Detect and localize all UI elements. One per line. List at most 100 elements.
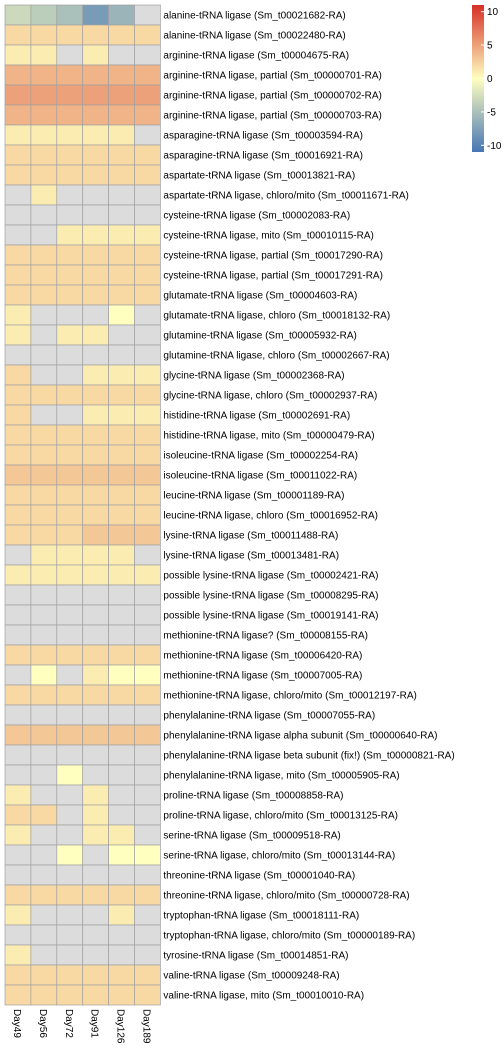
heatmap-cell xyxy=(56,984,84,1006)
heatmap-cell xyxy=(134,584,161,606)
heatmap-cell xyxy=(82,104,109,126)
heatmap-cell xyxy=(134,264,161,286)
row-label: isoleucine-tRNA ligase (Sm_t00011022-RA) xyxy=(163,471,357,482)
heatmap-cell xyxy=(56,764,84,786)
heatmap-cell xyxy=(56,504,84,526)
heatmap-cell xyxy=(56,584,84,606)
heatmap-cell xyxy=(108,504,135,526)
heatmap-cell xyxy=(56,844,84,866)
heatmap-cell xyxy=(134,964,161,986)
heatmap-cell xyxy=(82,264,109,286)
heatmap-cell xyxy=(108,244,135,266)
row-label: alanine-tRNA ligase (Sm_t00021682-RA) xyxy=(163,11,345,22)
heatmap-cell xyxy=(30,224,58,246)
heatmap-cell xyxy=(56,344,84,366)
heatmap-cell xyxy=(108,724,135,746)
column-label: Day56 xyxy=(37,1009,48,1038)
heatmap-cell xyxy=(4,344,32,366)
heatmap-cell xyxy=(56,404,84,426)
heatmap-cell xyxy=(108,184,135,206)
heatmap-cell xyxy=(4,404,32,426)
heatmap-cell xyxy=(82,124,109,146)
heatmap-cell xyxy=(56,484,84,506)
heatmap-cell xyxy=(4,904,32,926)
heatmap-cell xyxy=(30,844,58,866)
row-label: tryptophan-tRNA ligase, chloro/mito (Sm_… xyxy=(163,931,415,942)
heatmap-cell xyxy=(56,204,84,226)
heatmap-cell xyxy=(56,644,84,666)
row-label: glycine-tRNA ligase, chloro (Sm_t0000293… xyxy=(163,391,377,402)
heatmap-cell xyxy=(134,404,161,426)
column-label: Day72 xyxy=(63,1009,74,1038)
heatmap-cell xyxy=(4,324,32,346)
heatmap-cell xyxy=(30,704,58,726)
heatmap-cell xyxy=(134,924,161,946)
heatmap-cell xyxy=(56,464,84,486)
heatmap-cell xyxy=(108,304,135,326)
heatmap-cell xyxy=(30,364,58,386)
heatmap-cell xyxy=(30,384,58,406)
heatmap-cell xyxy=(134,344,161,366)
heatmap-cell xyxy=(82,284,109,306)
heatmap-cell xyxy=(56,924,84,946)
heatmap-cell xyxy=(56,4,84,26)
heatmap-cell xyxy=(108,764,135,786)
row-label: leucine-tRNA ligase, chloro (Sm_t0001695… xyxy=(163,511,378,522)
heatmap-cell xyxy=(108,784,135,806)
heatmap-cell xyxy=(108,664,135,686)
row-label: serine-tRNA ligase (Sm_t00009518-RA) xyxy=(163,831,340,842)
heatmap-cell xyxy=(56,44,84,66)
heatmap-cell xyxy=(4,544,32,566)
heatmap-cell xyxy=(4,644,32,666)
row-label: aspartate-tRNA ligase, chloro/mito (Sm_t… xyxy=(163,191,408,202)
heatmap-cell xyxy=(82,84,109,106)
heatmap-cell xyxy=(4,724,32,746)
heatmap-cell xyxy=(82,824,109,846)
heatmap-cell xyxy=(4,944,32,966)
heatmap-cell xyxy=(82,944,109,966)
heatmap-cell xyxy=(56,224,84,246)
heatmap-cell xyxy=(108,804,135,826)
heatmap-cell xyxy=(134,64,161,86)
heatmap-cell xyxy=(30,464,58,486)
heatmap-cell xyxy=(4,284,32,306)
heatmap-cell xyxy=(30,964,58,986)
heatmap-cell xyxy=(30,764,58,786)
row-label: valine-tRNA ligase (Sm_t00009248-RA) xyxy=(163,971,339,982)
heatmap-cell xyxy=(56,724,84,746)
heatmap-cell xyxy=(30,884,58,906)
heatmap-cell xyxy=(108,84,135,106)
heatmap-cell xyxy=(56,384,84,406)
heatmap-cell xyxy=(30,744,58,766)
heatmap-cell xyxy=(82,544,109,566)
heatmap-cell xyxy=(56,284,84,306)
color-legend: 10 5 0 -5 -10 xyxy=(472,5,502,152)
heatmap-cell xyxy=(4,684,32,706)
heatmap-cell xyxy=(82,744,109,766)
heatmap-cell xyxy=(82,844,109,866)
heatmap-cell xyxy=(134,564,161,586)
heatmap-cell xyxy=(82,504,109,526)
heatmap-cell xyxy=(4,564,32,586)
heatmap-cell xyxy=(82,24,109,46)
heatmap-cell xyxy=(30,684,58,706)
row-label: phenylalanine-tRNA ligase, mito (Sm_t000… xyxy=(163,771,399,782)
heatmap-cell xyxy=(108,44,135,66)
heatmap-cell xyxy=(4,884,32,906)
heatmap-cell xyxy=(134,484,161,506)
legend-tick-label: 0 xyxy=(487,74,493,85)
heatmap-cell xyxy=(108,344,135,366)
heatmap-cell xyxy=(56,144,84,166)
heatmap-cell xyxy=(134,724,161,746)
row-label: arginine-tRNA ligase, partial (Sm_t00000… xyxy=(163,91,381,102)
row-label: aspartate-tRNA ligase (Sm_t00013821-RA) xyxy=(163,171,355,182)
heatmap-cell xyxy=(82,364,109,386)
row-label: arginine-tRNA ligase (Sm_t00004675-RA) xyxy=(163,51,349,62)
heatmap-cell xyxy=(30,644,58,666)
heatmap-cell xyxy=(108,644,135,666)
heatmap-cell xyxy=(56,24,84,46)
heatmap-cell xyxy=(82,444,109,466)
row-label: asparagine-tRNA ligase (Sm_t00016921-RA) xyxy=(163,151,363,162)
heatmap-cell xyxy=(82,664,109,686)
heatmap-cell xyxy=(134,204,161,226)
